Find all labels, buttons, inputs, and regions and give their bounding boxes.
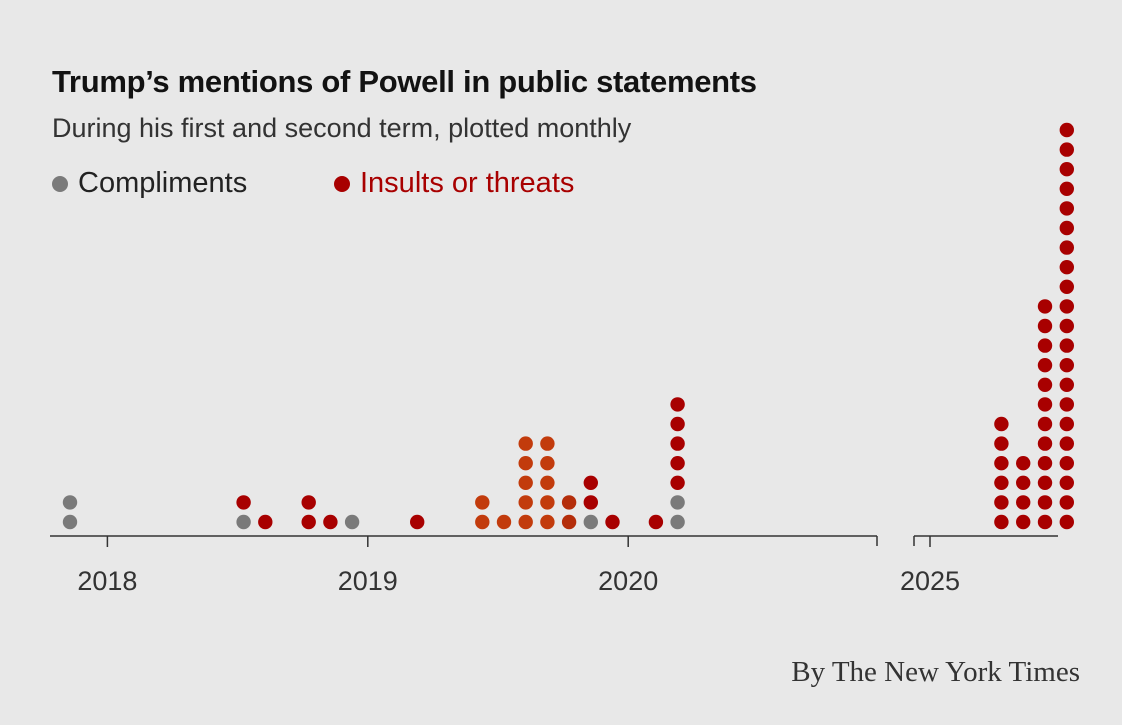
insult-dot	[994, 436, 1009, 451]
legend-insults-dot	[334, 175, 350, 192]
insult-dot	[1037, 299, 1053, 314]
insult-dot	[475, 514, 490, 530]
insult-dot	[1059, 436, 1075, 451]
insult-dot	[670, 475, 685, 490]
insult-dot	[994, 475, 1009, 490]
legend-insults: Insults or threats	[334, 167, 574, 200]
insult-dot	[1059, 318, 1075, 334]
insult-dot	[540, 514, 555, 530]
x-tick-label: 2019	[338, 566, 398, 596]
insult-dot	[1059, 279, 1075, 294]
insult-dot	[540, 456, 555, 471]
insult-dot	[1016, 514, 1031, 530]
insult-dot	[258, 514, 273, 530]
x-tick-label: 2025	[900, 566, 960, 596]
insult-dot	[1037, 358, 1053, 373]
insult-dot	[670, 397, 685, 412]
compliment-dot	[62, 495, 78, 510]
compliment-dot	[670, 514, 685, 530]
x-tick-label: 2018	[77, 566, 137, 596]
insult-dot	[561, 495, 577, 510]
insult-dot	[994, 514, 1009, 530]
insult-dot	[1059, 260, 1075, 275]
insult-dot	[475, 495, 490, 510]
insult-dot	[1059, 397, 1075, 412]
insult-dot	[605, 514, 620, 530]
insult-dot	[323, 514, 338, 530]
insult-dot	[1037, 377, 1053, 392]
insult-dot	[1059, 122, 1075, 138]
legend-compliments-dot	[52, 175, 68, 192]
insult-dot	[1059, 514, 1075, 530]
chart-subtitle: During his first and second term, plotte…	[52, 113, 632, 143]
credit-line: By The New York Times	[791, 656, 1080, 688]
insult-dot	[1037, 318, 1053, 334]
insult-dot	[1037, 514, 1053, 530]
chart-title: Trump’s mentions of Powell in public sta…	[52, 64, 757, 99]
insult-dot	[561, 514, 577, 530]
insult-dot	[1037, 475, 1053, 490]
insult-dot	[518, 475, 533, 490]
insult-dot	[540, 436, 555, 451]
insult-dot	[1059, 338, 1075, 353]
insult-dot	[1059, 181, 1075, 196]
insult-dot	[1059, 299, 1075, 314]
compliment-dot	[236, 514, 251, 530]
insult-dot	[1016, 495, 1031, 510]
insult-dot	[1059, 377, 1075, 392]
insult-dot	[518, 456, 533, 471]
insult-dot	[1037, 338, 1053, 353]
insult-dot	[496, 514, 512, 530]
legend-compliments-label: Compliments	[78, 167, 248, 199]
insult-dot	[1059, 358, 1075, 373]
insult-dot	[583, 475, 598, 490]
insult-dot	[236, 495, 251, 510]
insult-dot	[1059, 201, 1075, 216]
compliment-dot	[670, 495, 685, 510]
compliment-dot	[62, 514, 78, 530]
insult-dot	[1059, 416, 1075, 432]
insult-dot	[1059, 142, 1075, 157]
insult-dot	[1016, 456, 1031, 471]
insult-dot	[301, 495, 316, 510]
legend-compliments: Compliments	[52, 167, 247, 200]
insult-dot	[518, 436, 533, 451]
insult-dot	[1016, 475, 1031, 490]
insult-dot	[1037, 416, 1053, 432]
insult-dot	[583, 495, 598, 510]
insult-dot	[1059, 162, 1075, 177]
insult-dot	[540, 475, 555, 490]
insult-dot	[1037, 456, 1053, 471]
insult-dot	[540, 495, 555, 510]
insult-dot	[670, 416, 685, 432]
insult-dot	[518, 514, 533, 530]
insult-dot	[648, 514, 664, 530]
compliment-dot	[583, 514, 598, 530]
insult-dot	[994, 495, 1009, 510]
insult-dot	[1037, 495, 1053, 510]
insult-dot	[670, 456, 685, 471]
insult-dot	[994, 456, 1009, 471]
insult-dot	[1037, 436, 1053, 451]
insult-dot	[410, 514, 425, 530]
insult-dot	[1059, 475, 1075, 490]
compliment-dot	[344, 514, 360, 530]
insult-dot	[1059, 240, 1075, 255]
insult-dot	[1037, 397, 1053, 412]
insult-dot	[1059, 220, 1075, 236]
legend-insults-label: Insults or threats	[360, 167, 575, 199]
insult-dot	[994, 416, 1009, 432]
insult-dot	[518, 495, 533, 510]
insult-dot	[301, 514, 316, 530]
insult-dot	[1059, 495, 1075, 510]
x-tick-label: 2020	[598, 566, 658, 596]
insult-dot	[1059, 456, 1075, 471]
insult-dot	[670, 436, 685, 451]
